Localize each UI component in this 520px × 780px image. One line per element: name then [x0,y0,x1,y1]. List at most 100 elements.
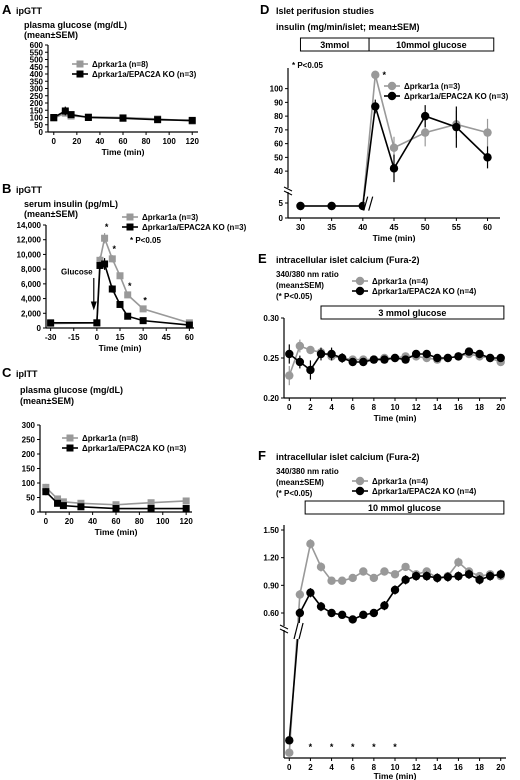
e-series-1-point [496,353,505,363]
y-axis-label-f3: (* P<0.05) [276,489,313,498]
x-tick-label-c: 40 [88,517,97,526]
panel-letter-f: F [258,448,266,463]
legend-entry-1: Δprkar1a/EPAC2A KO (n=3) [82,444,187,453]
y-tick-label-a: 400 [30,70,44,79]
f-series-1-point [369,608,379,618]
panel-heading-c: ipITT [16,369,38,379]
x-tick-label-d: 60 [483,223,492,232]
e-series-1-point [380,355,389,364]
legend-entry-1: Δprkar1a/EPAC2A KO (n=3) [404,92,509,101]
e-series-1-point [443,353,453,363]
series-break-mark-f [298,622,304,640]
x-tick-label-f: 12 [412,763,421,772]
f-series-1-point [401,575,410,584]
x-axis-label-e: Time (min) [374,413,417,423]
f-series-1-point [422,571,431,581]
x-tick-label-a: 40 [95,137,104,146]
d-series-1-point [452,122,461,132]
significance-star-d: * [383,70,387,80]
significance-star-b: * [128,281,132,291]
axis-break-d [283,190,293,196]
x-tick-label-d: 35 [327,223,336,232]
e-series-1-point [433,353,442,363]
b-series-0-point [139,305,147,313]
y-tick-label-e: 0.30 [263,314,279,323]
y-axis-label-a: plasma glucose (mg/dL) [24,20,127,30]
f-series-0-point [295,590,305,599]
x-tick-label-c: 0 [44,517,49,526]
y-axis-label-a2: (mean±SEM) [24,30,78,40]
y-tick-label-b: 12,000 [17,236,42,245]
a-series-1-point [188,116,196,124]
axis-break-f [279,628,289,634]
significance-note-d: * P<0.05 [292,61,323,70]
y-axis-label-b2: (mean±SEM) [24,209,78,219]
glucose-box-label-10mmol: 10mmol glucose [396,40,467,50]
panel-heading-d: Islet perifusion studies [276,6,374,16]
f-series-1-point [464,570,474,579]
y-axis-label-f2: (mean±SEM) [276,478,324,487]
d-series-1-point [483,153,492,162]
f-series-1-point [348,615,357,624]
x-tick-label-a: 80 [142,137,151,146]
c-series-1-point [182,505,190,513]
y-tick-label-a: 500 [30,56,44,65]
f-series-1-point [390,585,400,595]
x-tick-label-c: 20 [65,517,74,526]
series-break-mark [363,196,369,211]
significance-star-f: * [372,742,376,752]
x-tick-label-d: 45 [390,223,399,232]
panel-heading-f: intracellular islet calcium (Fura-2) [276,452,420,462]
d-series-0-point [371,70,380,80]
x-tick-label-c: 60 [112,517,121,526]
y-tick-label-b: 14,000 [17,221,42,230]
f-series-1-point [316,602,326,611]
legend-entry-1: Δprkar1a/EPAC2A KO (n=4) [372,287,477,296]
y-tick-label-c: 300 [22,421,36,430]
y-tick-label-b: 8,000 [21,265,42,274]
y-tick-label-a: 600 [30,41,44,50]
a-series-1-point [154,116,162,124]
legend-marker [355,276,365,286]
y-tick-label-a: 550 [30,48,44,57]
f-series-1-point [433,573,442,583]
y-tick-label-a: 50 [34,121,43,130]
f-series-1-point [496,570,505,579]
x-tick-label-b: -15 [68,333,80,342]
significance-star-b: * [113,244,117,254]
e-series-1-point [390,353,400,363]
panel-heading-b: ipGTT [16,185,42,195]
f-series-0-point [401,562,410,572]
y-tick-label-a: 350 [30,77,44,86]
legend-marker [76,60,84,68]
glucose-box-f [304,500,505,515]
f-series-0-point [316,562,326,572]
f-series-1-point [306,588,315,597]
e-series-1-point [337,353,347,363]
x-axis-label-c: Time (min) [95,527,138,537]
x-tick-label-a: 100 [162,137,176,146]
f-series-1-point [337,610,347,620]
f-series-0-point [327,576,336,585]
x-tick-label-f: 10 [391,763,400,772]
y-tick-label-a: 0 [39,128,44,137]
y-tick-label-d: 70 [274,126,283,135]
f-series-1-point [380,601,389,610]
b-series-1-point [185,321,193,329]
b-series-1-point [93,319,101,327]
legend-entry-0: Δprkar1a (n=4) [372,277,429,286]
x-tick-label-e: 14 [433,403,442,412]
c-series-0-point [182,497,190,505]
y-tick-label-c: 100 [22,479,36,488]
x-tick-label-d: 40 [358,223,367,232]
x-axis-label-f: Time (min) [374,771,417,780]
x-tick-label-e: 18 [475,403,484,412]
a-series-1-point [84,114,92,121]
y-tick-label-d: 90 [274,98,283,107]
f-series-0-point [359,567,368,576]
y-tick-label-b: 6,000 [21,280,42,289]
d-series-1-point [420,111,430,121]
f-series-1-point [285,736,294,745]
x-axis-label-d: Time (min) [373,233,416,243]
